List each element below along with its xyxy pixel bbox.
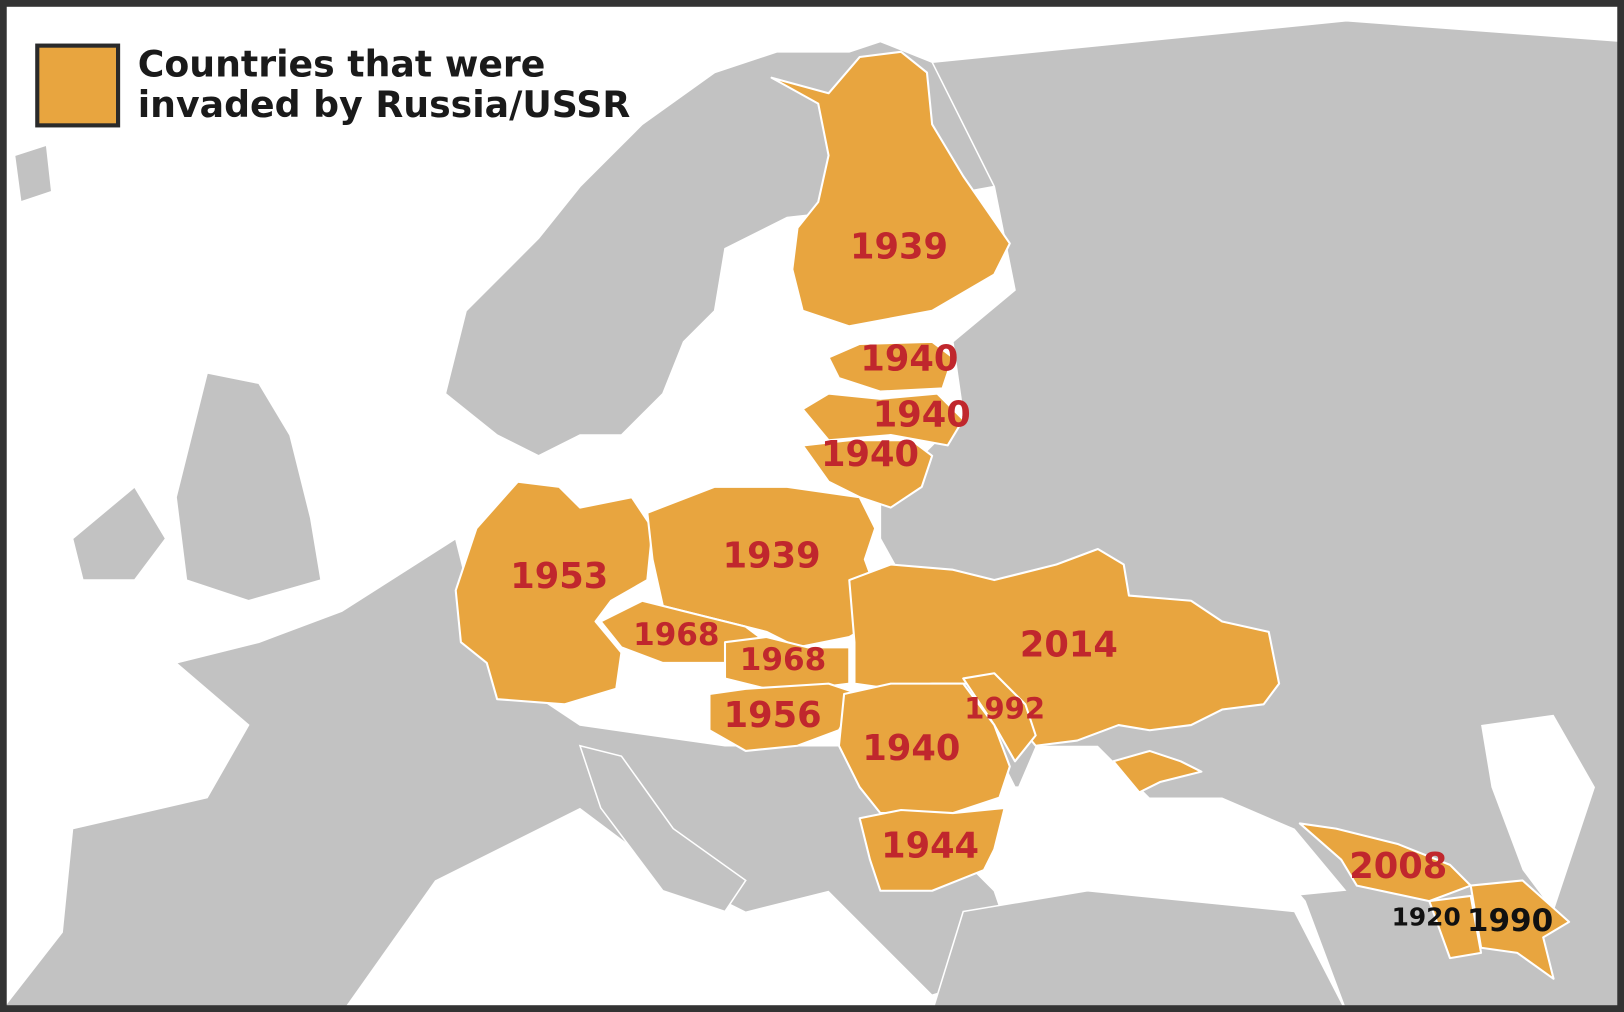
region-label: 1968 bbox=[740, 642, 826, 678]
legend-text: Countries that were bbox=[138, 43, 546, 86]
region-label: 1920 bbox=[1392, 903, 1461, 932]
region-label: 1940 bbox=[821, 434, 919, 475]
land bbox=[0, 19, 1624, 1012]
legend: Countries that were invaded by Russia/US… bbox=[35, 43, 631, 128]
region-label: 1992 bbox=[964, 692, 1045, 726]
region-label: 1968 bbox=[633, 617, 719, 653]
region-label: 1956 bbox=[724, 695, 822, 736]
invaded-regions bbox=[454, 50, 1571, 980]
legend-text: invaded by Russia/USSR bbox=[138, 83, 631, 126]
region-label: 1939 bbox=[850, 227, 948, 268]
region-label: 1944 bbox=[881, 825, 979, 866]
region-label: 2014 bbox=[1020, 624, 1118, 665]
region-label: 1940 bbox=[873, 394, 971, 435]
region-label: 1940 bbox=[862, 728, 960, 769]
region-labels: 1939 1940 1940 1940 1953 1939 1968 1968 … bbox=[510, 227, 1553, 939]
region-label: 1953 bbox=[510, 556, 608, 597]
legend-swatch bbox=[35, 43, 121, 128]
region-label: 1940 bbox=[860, 338, 958, 379]
region-label: 1939 bbox=[723, 535, 821, 576]
region-label: 1990 bbox=[1467, 903, 1553, 939]
region-label: 2008 bbox=[1349, 846, 1447, 887]
